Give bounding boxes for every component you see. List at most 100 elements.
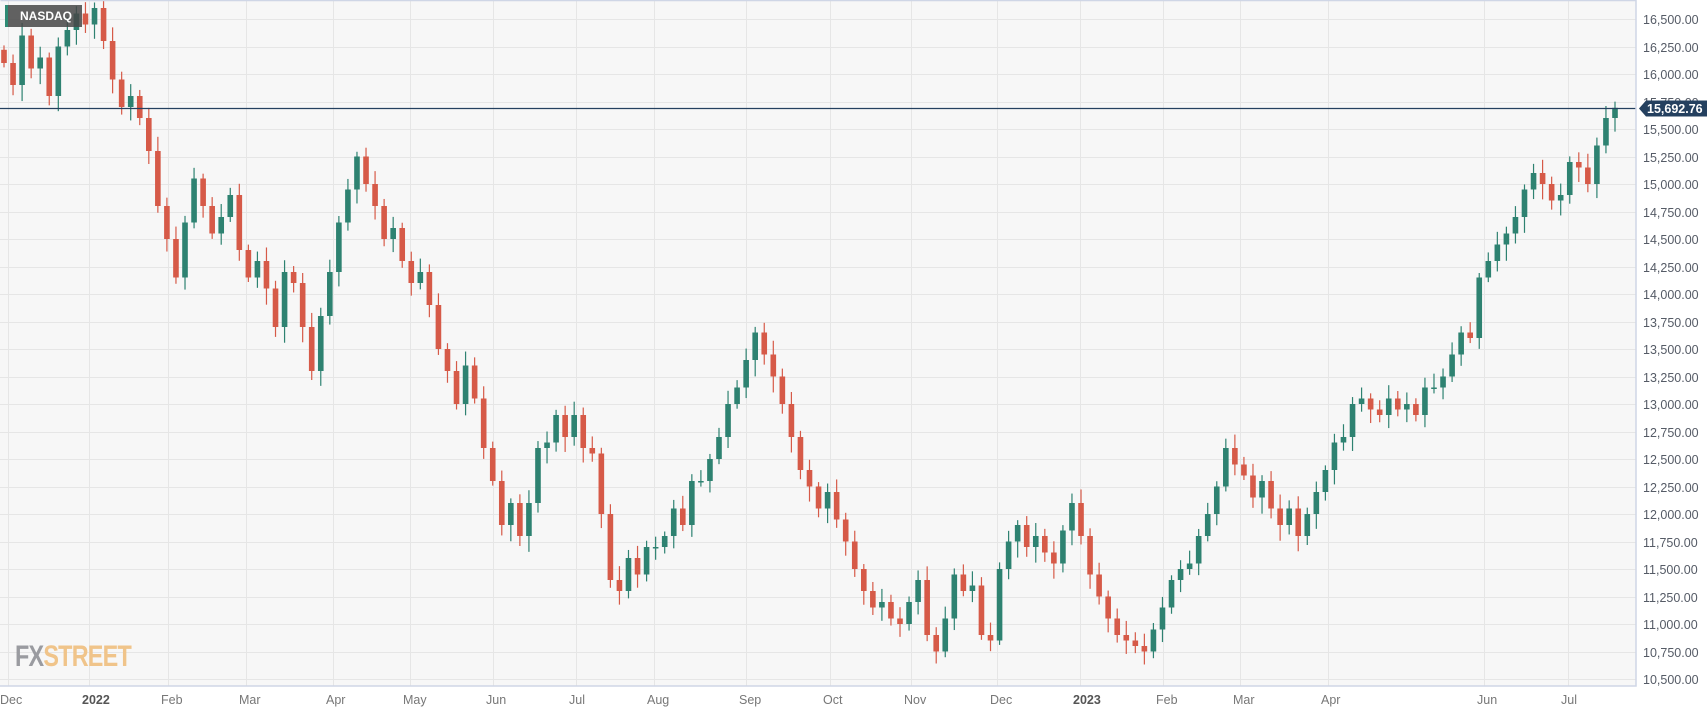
candle-down: [1105, 596, 1111, 619]
y-tick-label: 11,500.00: [1643, 563, 1698, 577]
candle-up: [1530, 173, 1537, 190]
candle-down: [1295, 508, 1302, 536]
current-price-label: 15,692.76: [1647, 102, 1703, 116]
candle-up: [1512, 217, 1519, 234]
candle-up: [127, 96, 134, 107]
x-tick-label: May: [403, 693, 427, 707]
candle-down: [770, 354, 777, 377]
candle-up: [1005, 541, 1012, 569]
candle-down: [1575, 162, 1582, 168]
candle-up: [182, 222, 188, 278]
candle-down: [10, 63, 16, 85]
candle-up: [1060, 530, 1066, 564]
candle-down: [797, 437, 804, 470]
candle-up: [1503, 233, 1510, 245]
candle-up: [1566, 162, 1573, 195]
candle-up: [1521, 189, 1528, 217]
candle-down: [381, 206, 387, 239]
candle-up: [743, 360, 749, 388]
candle-up: [707, 459, 713, 481]
y-tick-label: 13,000.00: [1643, 398, 1699, 412]
candle-up: [625, 558, 632, 591]
fxstreet-logo: FXSTREET: [15, 640, 132, 674]
candle-up: [390, 228, 396, 239]
candle-down: [408, 261, 415, 283]
candle-up: [1422, 387, 1428, 415]
candle-up: [1213, 486, 1220, 514]
candle-up: [535, 448, 541, 503]
y-tick-label: 16,500.00: [1643, 13, 1699, 27]
candle-down: [788, 404, 795, 437]
candle-down: [100, 8, 107, 41]
candle-down: [1268, 481, 1274, 509]
candle-up: [1404, 404, 1410, 410]
candle-down: [924, 580, 930, 635]
candle-up: [1485, 261, 1492, 278]
y-tick-label: 10,750.00: [1643, 646, 1699, 660]
candle-down: [815, 486, 822, 509]
candle-down: [589, 448, 596, 454]
y-tick-label: 14,750.00: [1643, 206, 1699, 220]
candle-down: [236, 195, 243, 250]
candle-up: [725, 404, 731, 437]
candle-down: [480, 398, 487, 448]
candle-down: [842, 519, 849, 542]
candle-down: [263, 261, 270, 289]
x-tick-label: Mar: [239, 693, 261, 707]
y-tick-label: 12,500.00: [1643, 453, 1699, 467]
candle-down: [489, 448, 496, 481]
candle-up: [734, 387, 740, 404]
x-axis: Dec 2022 Feb Mar Apr May Jun Jul Aug Sep Oct Nov Dec…: [0, 693, 1577, 707]
candle-down: [1277, 508, 1283, 525]
y-tick-label: 16,250.00: [1643, 41, 1699, 55]
candle-down: [146, 118, 152, 151]
candle-down: [888, 602, 894, 619]
plot-area[interactable]: [0, 0, 1636, 686]
candle-up: [915, 580, 921, 602]
y-tick-label: 13,750.00: [1643, 316, 1699, 330]
candle-down: [1250, 475, 1256, 498]
candle-down: [1367, 398, 1374, 410]
candle-down: [616, 580, 623, 591]
candle-down: [870, 591, 876, 608]
candle-up: [1458, 332, 1464, 355]
candle-up: [698, 481, 704, 483]
candle-up: [1186, 563, 1193, 569]
candle-up: [64, 30, 71, 47]
candle-down: [1078, 503, 1084, 536]
candle-down: [372, 184, 378, 206]
candle-up: [661, 536, 668, 547]
candle-up: [336, 222, 342, 272]
candle-up: [1340, 437, 1347, 443]
candle-up: [417, 272, 424, 283]
candle-down: [299, 283, 306, 327]
candle-up: [1014, 525, 1021, 542]
x-tick-label: Sep: [739, 693, 761, 707]
candle-up: [1557, 195, 1564, 201]
candle-up: [91, 8, 98, 25]
candle-down: [634, 558, 641, 575]
candle-up: [19, 35, 25, 85]
candle-down: [562, 415, 568, 437]
candle-down: [1413, 404, 1419, 415]
candle-down: [118, 79, 125, 107]
candle-down: [498, 481, 505, 525]
candle-up: [227, 195, 234, 217]
current-price-tag: 15,692.76: [1639, 100, 1707, 117]
candle-down: [245, 250, 252, 278]
x-tick-label: Dec: [0, 693, 22, 707]
candle-down: [779, 376, 786, 404]
candle-down: [1232, 448, 1238, 465]
candle-up: [1612, 107, 1618, 118]
grid-lines: [0, 0, 1636, 686]
x-tick-label: Jul: [1561, 693, 1577, 707]
y-tick-label: 15,250.00: [1643, 151, 1699, 165]
x-tick-label: Mar: [1233, 693, 1255, 707]
y-tick-label: 13,500.00: [1643, 343, 1699, 357]
candle-up: [942, 618, 949, 652]
y-tick-label: 11,750.00: [1643, 536, 1698, 550]
candle-up: [716, 437, 722, 459]
candle-up: [1603, 118, 1609, 146]
